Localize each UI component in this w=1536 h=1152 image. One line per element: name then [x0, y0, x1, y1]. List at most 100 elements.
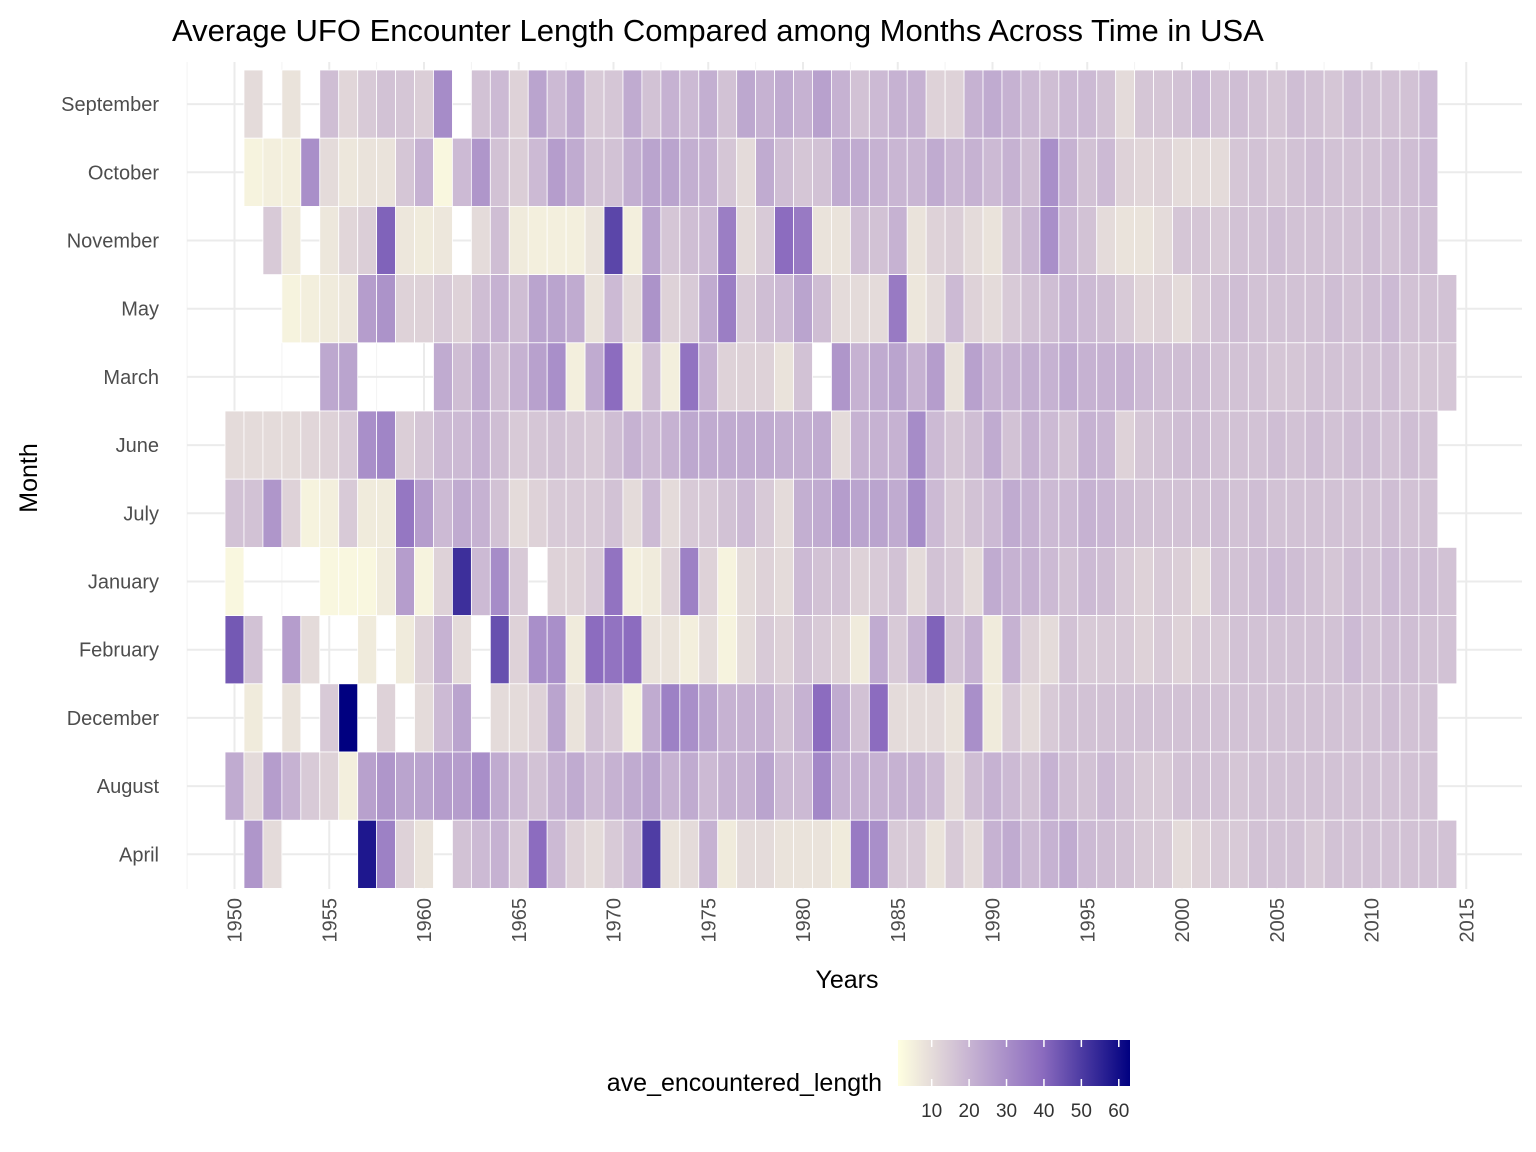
heatmap-cell	[793, 274, 813, 344]
legend-tick-label: 40	[1033, 1101, 1054, 1122]
heatmap-cell	[963, 547, 984, 617]
heatmap-cell	[812, 410, 832, 480]
heatmap-cell	[319, 410, 340, 480]
heatmap-cell	[376, 819, 396, 889]
heatmap-cell	[1077, 478, 1098, 548]
heatmap-cell	[1096, 274, 1117, 344]
heatmap-cell	[831, 205, 851, 275]
heatmap-cell	[963, 342, 984, 412]
heatmap-cell	[338, 751, 359, 821]
heatmap-cell	[508, 137, 529, 207]
heatmap-cell	[717, 751, 738, 821]
heatmap-cell	[1380, 819, 1401, 889]
heatmap-cell	[357, 751, 378, 821]
heatmap-cell	[1077, 205, 1098, 275]
heatmap-cell	[1228, 819, 1249, 889]
heatmap-cell	[603, 410, 624, 480]
heatmap-cell	[546, 274, 567, 344]
heatmap-cell	[546, 683, 567, 753]
heatmap-cell	[1058, 205, 1079, 275]
heatmap-cell	[433, 69, 453, 139]
heatmap-cell	[546, 819, 567, 889]
heatmap-cell	[963, 615, 984, 685]
heatmap-cell	[1153, 274, 1173, 344]
heatmap-cell	[1323, 683, 1344, 753]
heatmap-cell	[849, 274, 870, 344]
heatmap-cell	[1039, 137, 1060, 207]
heatmap-cell	[338, 478, 359, 548]
heatmap-cell	[1247, 547, 1268, 617]
heatmap-cell	[660, 205, 681, 275]
heatmap-cell	[1039, 274, 1060, 344]
heatmap-cell	[1096, 683, 1117, 753]
heatmap-cell	[1115, 819, 1136, 889]
heatmap-cell	[508, 683, 529, 753]
heatmap-cell	[1418, 478, 1439, 548]
heatmap-cell	[433, 274, 453, 344]
heatmap-cell	[717, 410, 738, 480]
heatmap-cell	[603, 205, 624, 275]
heatmap-cell	[1115, 205, 1136, 275]
heatmap-cell	[1191, 342, 1211, 412]
heatmap-cell	[868, 205, 889, 275]
heatmap-cell	[1399, 547, 1420, 617]
heatmap-cell	[1191, 683, 1211, 753]
heatmap-cell	[774, 137, 794, 207]
heatmap-cell	[944, 205, 965, 275]
heatmap-cell	[1247, 274, 1268, 344]
heatmap-cell	[262, 751, 283, 821]
heatmap-cell	[470, 478, 491, 548]
heatmap-cell	[925, 615, 946, 685]
heatmap-cell	[1342, 547, 1363, 617]
heatmap-cell	[1361, 615, 1382, 685]
heatmap-cell	[887, 137, 908, 207]
heatmap-cell	[1210, 274, 1230, 344]
heatmap-cell	[1134, 342, 1154, 412]
heatmap-cell	[319, 683, 340, 753]
heatmap-cell	[698, 137, 719, 207]
heatmap-cell	[868, 342, 889, 412]
heatmap-cell	[281, 410, 302, 480]
heatmap-cell	[319, 205, 340, 275]
heatmap-cell	[849, 683, 870, 753]
heatmap-cell	[944, 751, 965, 821]
heatmap-cell	[1266, 615, 1287, 685]
heatmap-cell	[395, 205, 415, 275]
heatmap-cell	[1266, 410, 1287, 480]
heatmap-cell	[433, 615, 453, 685]
heatmap-cell	[622, 410, 643, 480]
heatmap-cell	[508, 205, 529, 275]
heatmap-cell	[1342, 137, 1363, 207]
heatmap-cell	[1418, 751, 1439, 821]
y-tick-label: May	[121, 299, 159, 321]
heatmap-cell	[1285, 547, 1306, 617]
heatmap-cell	[963, 478, 984, 548]
heatmap-cell	[1210, 342, 1230, 412]
heatmap-cell	[319, 547, 340, 617]
y-tick-label: September	[61, 94, 159, 116]
heatmap-cell	[1304, 615, 1325, 685]
heatmap-cell	[736, 615, 757, 685]
heatmap-cell	[243, 683, 264, 753]
heatmap-cell	[906, 274, 927, 344]
heatmap-cell	[1191, 137, 1211, 207]
heatmap-cell	[622, 137, 643, 207]
legend-ticks: 10 20 30 40 50 60	[921, 1040, 1129, 1122]
heatmap-cell	[1058, 547, 1079, 617]
heatmap-cell	[982, 274, 1003, 344]
x-tick-label: 1960	[414, 898, 436, 943]
heatmap-cell	[1304, 683, 1325, 753]
heatmap-cell	[1285, 205, 1306, 275]
heatmap-cell	[831, 478, 851, 548]
heatmap-cell	[1001, 751, 1022, 821]
heatmap-cell	[622, 69, 643, 139]
heatmap-cell	[603, 819, 624, 889]
heatmap-cell	[1285, 137, 1306, 207]
heatmap-cell	[641, 478, 662, 548]
heatmap-cell	[717, 342, 738, 412]
heatmap-cell	[1001, 274, 1022, 344]
heatmap-cell	[1418, 342, 1439, 412]
heatmap-cell	[1058, 137, 1079, 207]
heatmap-cell	[849, 69, 870, 139]
heatmap-cell	[319, 342, 340, 412]
